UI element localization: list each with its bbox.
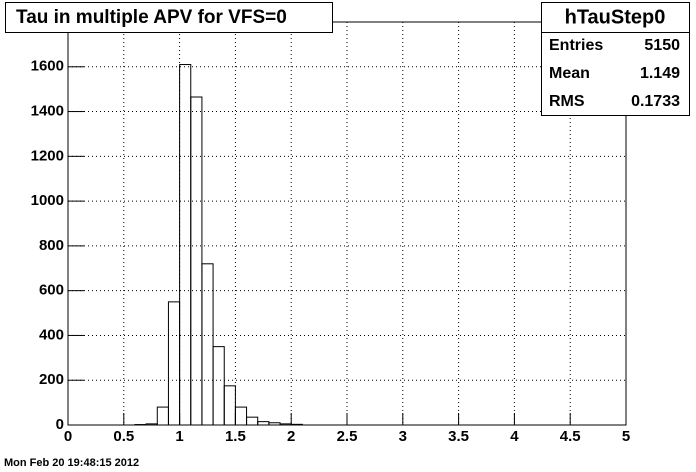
- y-tick-label: 800: [39, 237, 64, 254]
- x-tick-label: 4: [510, 428, 519, 445]
- x-tick-label: 3: [399, 428, 407, 445]
- frame: [68, 22, 626, 425]
- x-tick-label: 1.5: [225, 428, 246, 445]
- y-tick-label: 600: [39, 282, 64, 299]
- timestamp: Mon Feb 20 19:48:15 2012: [4, 457, 139, 469]
- stats-title: hTauStep0: [565, 6, 666, 28]
- stats-label: RMS: [549, 93, 585, 110]
- x-tick-label: 5: [622, 428, 630, 445]
- x-tick-label: 2.5: [337, 428, 358, 445]
- stats-box: [541, 2, 690, 116]
- y-tick-label: 400: [39, 326, 64, 343]
- x-tick-label: 0.5: [113, 428, 134, 445]
- x-tick-label: 3.5: [448, 428, 469, 445]
- chart-title: Tau in multiple APV for VFS=0: [16, 7, 287, 28]
- y-tick-label: 1200: [31, 147, 64, 164]
- x-tick-label: 1: [175, 428, 183, 445]
- stats-value: 1.149: [640, 65, 680, 82]
- title-box: [5, 2, 333, 33]
- x-tick-label: 4.5: [560, 428, 581, 445]
- frame-border: [67, 21, 627, 426]
- stats-value: 0.1733: [631, 93, 680, 110]
- y-tick-label: 1400: [31, 103, 64, 120]
- stats-label: Mean: [549, 65, 590, 82]
- y-tick-label: 1600: [31, 58, 64, 75]
- x-tick-label: 0: [64, 428, 72, 445]
- y-tick-label: 0: [56, 416, 64, 433]
- y-tick-label: 1000: [31, 192, 64, 209]
- stats-label: Entries: [549, 37, 603, 54]
- plot-area: 0 0.5 1 1.5 2 2.5 3 3.5 4 4.5 5 0 200 400 600 800 1000 12…: [31, 21, 630, 445]
- stats-value: 5150: [644, 37, 680, 54]
- y-tick-label: 200: [39, 371, 64, 388]
- x-tick-label: 2: [287, 428, 295, 445]
- stats-rows: Entries 5150 Mean 1.149 RMS 0.1733: [549, 37, 680, 110]
